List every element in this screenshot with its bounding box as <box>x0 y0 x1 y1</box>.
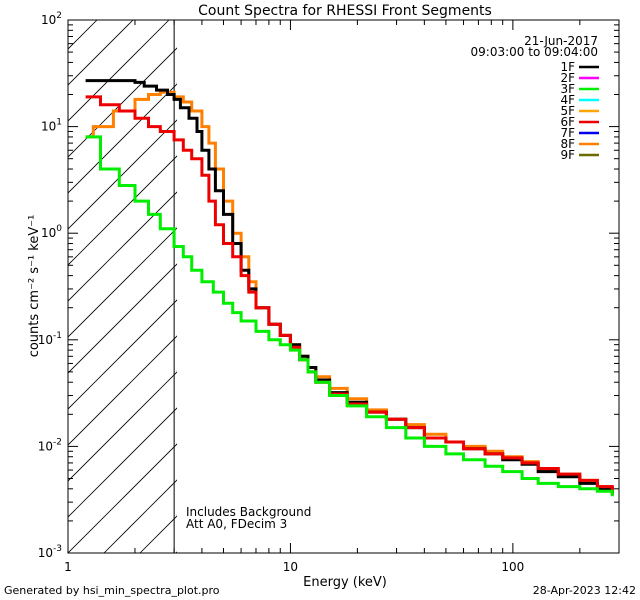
hatch-line <box>68 407 177 518</box>
hatch-line <box>68 443 177 553</box>
hatch-line <box>68 20 134 86</box>
legend-label-4F: 4F <box>560 93 575 107</box>
hatch-line <box>68 371 177 482</box>
spectra-series-layer <box>85 79 614 497</box>
series-3F <box>85 135 614 497</box>
chart-title: Count Spectra for RHESSI Front Segments <box>198 3 492 19</box>
generation-timestamp: 28-Apr-2023 12:42 <box>533 584 636 597</box>
plot-frame <box>67 19 620 554</box>
hatch-line <box>68 227 177 338</box>
x-axis-label: Energy (keV) <box>303 575 387 590</box>
hatch-line <box>68 299 177 410</box>
legend-label-7F: 7F <box>560 126 575 140</box>
series-1F <box>85 79 614 495</box>
series-6F <box>85 95 614 493</box>
hatch-line <box>68 83 177 194</box>
legend-label-3F: 3F <box>560 82 575 96</box>
generated-by-label: Generated by hsi_min_spectra_plot.pro <box>4 584 220 597</box>
legend-label-8F: 8F <box>560 137 575 151</box>
y-tick-label: 10-2 <box>38 437 62 453</box>
series-8F <box>85 90 614 495</box>
excluded-energy-region <box>0 20 640 553</box>
y-tick-label: 10-1 <box>38 331 62 347</box>
legend-label-9F: 9F <box>560 148 575 162</box>
y-axis-ticks: 10-3 10-2 10-1 100 101 102 <box>38 11 619 560</box>
annotation-background: Includes Background <box>186 505 311 519</box>
legend-label-2F: 2F <box>560 71 575 85</box>
x-tick-label: 1 <box>64 560 72 574</box>
minor-ticks <box>68 20 619 553</box>
hatch-line <box>608 20 640 553</box>
x-axis-ticks: 1 10 100 <box>64 20 524 574</box>
legend-date: 21-Jun-2017 <box>524 34 598 48</box>
hatch-line <box>68 155 177 266</box>
hatch-line <box>0 20 25 553</box>
legend-label-1F: 1F <box>560 60 575 74</box>
hatch-line <box>68 191 177 302</box>
x-tick-label: 10 <box>283 560 298 574</box>
hatch-line <box>68 335 177 446</box>
y-tick-label: 101 <box>41 118 62 134</box>
y-axis-label: counts cm⁻² s⁻¹ keV⁻¹ <box>27 215 42 358</box>
hatch-line <box>68 47 177 158</box>
annotation-attenuator: Att A0, FDecim 3 <box>186 517 287 531</box>
legend-label-5F: 5F <box>560 104 575 118</box>
legend-label-6F: 6F <box>560 115 575 129</box>
legend-time-range: 09:03:00 to 09:04:00 <box>471 45 598 59</box>
x-tick-label: 100 <box>501 560 524 574</box>
y-tick-label: 10-3 <box>38 544 62 560</box>
hatch-line <box>68 20 170 122</box>
hatch-line <box>68 263 177 374</box>
y-tick-label: 102 <box>41 11 62 27</box>
y-tick-label: 100 <box>41 224 62 240</box>
hatch-line <box>428 20 640 553</box>
